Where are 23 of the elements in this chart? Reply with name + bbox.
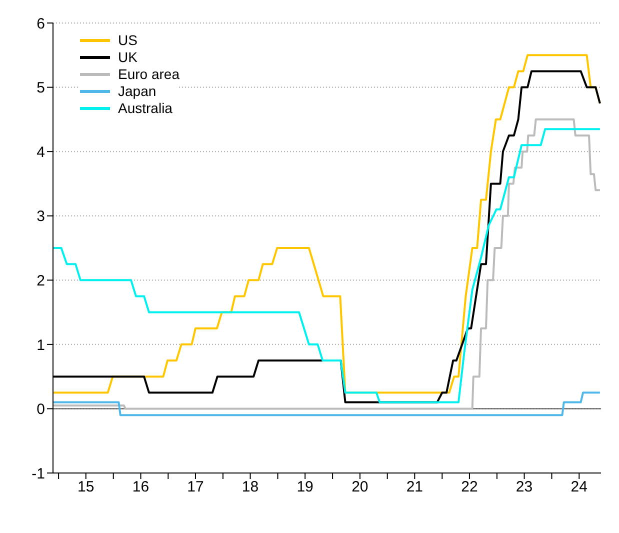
x-tick-label: 23 [516, 478, 533, 496]
y-tick-label: 3 [36, 208, 45, 226]
legend-label: Japan [118, 83, 156, 100]
legend-label: UK [118, 49, 138, 66]
x-tick-label: 24 [570, 478, 588, 496]
legend-label: Australia [118, 100, 172, 117]
x-tick-label: 20 [352, 478, 368, 496]
y-tick-label: 6 [36, 15, 45, 32]
legend-label: US [118, 32, 138, 49]
x-tick-label: 17 [187, 478, 204, 496]
y-tick-label: -1 [32, 465, 45, 482]
y-tick-label: 1 [36, 336, 45, 354]
y-tick-label: 0 [36, 401, 45, 418]
y-tick-label: 5 [36, 80, 45, 97]
legend-label: Euro area [118, 66, 180, 83]
y-tick-label: 2 [36, 272, 45, 290]
x-tick-label: 15 [78, 478, 94, 496]
y-tick-label: 4 [36, 144, 45, 161]
x-tick-label: 18 [242, 478, 259, 496]
x-tick-label: 16 [132, 478, 150, 496]
x-tick-label: 22 [461, 478, 478, 496]
x-tick-label: 21 [406, 478, 424, 496]
x-tick-label: 19 [296, 478, 314, 496]
